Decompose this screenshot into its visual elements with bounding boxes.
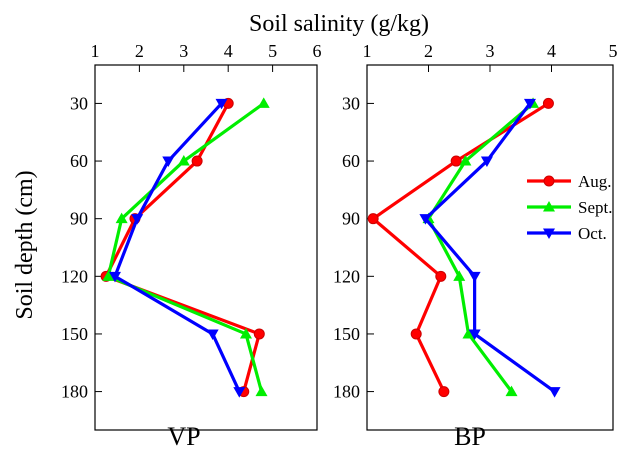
panel-vp-xtick-label: 5 (268, 41, 277, 61)
panel-vp-series-sept-point (115, 212, 128, 224)
panel-vp-ytick-label: 30 (70, 93, 88, 113)
panel-vp-series-sept-point (255, 385, 268, 397)
panel-bp: 1 2 3 4 5 30 60 90 120 150 180 BP (333, 41, 618, 451)
legend-aug-label: Aug. (578, 172, 612, 191)
panel-vp-series-sept-point (257, 97, 270, 108)
panel-bp-series (367, 97, 561, 398)
panel-vp-series-oct-point (233, 387, 246, 398)
panel-bp-series-sept-line (426, 102, 535, 393)
panel-bp-series-aug-line (371, 102, 550, 393)
panel-vp-series (100, 97, 270, 398)
panel-vp-ytick-label: 90 (70, 209, 88, 229)
panel-vp-ytick-label: 60 (70, 151, 88, 171)
panel-bp-xtick-label: 1 (363, 41, 372, 61)
panel-vp-series-aug-point (253, 328, 265, 340)
panel-vp-ytick-label: 150 (61, 324, 88, 344)
panel-vp-series-oct-line (113, 102, 241, 393)
panel-vp-xtick-label: 4 (224, 41, 233, 61)
panel-vp-xtick-label: 2 (135, 41, 144, 61)
legend-oct-marker (543, 228, 555, 239)
panel-vp-series-oct-point (215, 98, 228, 110)
legend-sept-label: Sept. (578, 198, 612, 217)
legend-aug-marker (543, 175, 555, 187)
panel-vp-label: VP (167, 422, 200, 451)
panel-bp-ytick-label: 120 (333, 266, 360, 286)
panel-vp-series-oct-point (162, 156, 175, 168)
panel-bp-series-oct-point (548, 387, 561, 398)
panel-vp-ytick-label: 180 (61, 382, 88, 402)
panel-bp-xtick-label: 4 (547, 41, 556, 61)
panel-bp-xtick-label: 2 (424, 41, 433, 61)
panel-bp-series-aug-point (367, 213, 379, 225)
panel-bp-series-oct-line (423, 102, 556, 393)
panel-bp-xtick-label: 5 (609, 41, 618, 61)
panel-bp-ytick-label: 90 (342, 209, 360, 229)
panel-vp-xtick-label: 6 (313, 41, 322, 61)
panel-vp: 1 2 3 4 5 6 30 60 90 120 150 180 VP (61, 41, 322, 451)
legend-oct-label: Oct. (578, 224, 607, 243)
panel-bp-ticks: 1 2 3 4 5 30 60 90 120 150 180 (333, 41, 618, 402)
panel-vp-series-oct-point (131, 214, 144, 225)
panel-vp-series-sept-point (239, 327, 252, 339)
panel-bp-series-oct-point (468, 271, 481, 283)
panel-bp-series-oct-point (480, 156, 493, 168)
panel-bp-series-sept-point (453, 270, 466, 281)
panel-vp-ytick-label: 120 (61, 266, 88, 286)
panel-vp-ticks: 1 2 3 4 5 6 30 60 90 120 150 180 (61, 41, 322, 402)
panel-bp-series-aug-point (435, 270, 447, 282)
panel-vp-series-oct-point (206, 329, 219, 340)
panel-vp-xtick-label: 1 (91, 41, 100, 61)
panel-bp-series-aug-point (450, 155, 462, 167)
x-axis-title: Soil salinity (g/kg) (249, 11, 429, 37)
panel-bp-label: BP (454, 422, 486, 451)
panel-vp-xtick-label: 3 (179, 41, 188, 61)
panel-vp-series-aug-point (191, 155, 203, 167)
panel-vp-series-oct-point (108, 271, 121, 283)
panel-bp-ytick-label: 60 (342, 151, 360, 171)
panel-bp-series-oct-point (523, 98, 536, 110)
panel-bp-series-oct-point (468, 329, 481, 340)
panel-bp-series-aug-point (438, 386, 450, 398)
panel-bp-series-aug-point (410, 328, 422, 340)
panel-bp-series-sept-point (505, 385, 518, 397)
panel-vp-series-sept-line (106, 102, 265, 392)
panel-bp-frame (366, 64, 614, 431)
panel-vp-series-aug-line (104, 102, 261, 392)
panel-vp-series-sept-point (177, 155, 190, 166)
panel-bp-ytick-label: 30 (342, 93, 360, 113)
legend: Aug. Sept. Oct. (527, 172, 612, 243)
y-axis-title: Soil depth (cm) (12, 170, 38, 319)
panel-bp-series-sept-point (462, 327, 475, 339)
panel-vp-frame (94, 64, 318, 431)
legend-sept-marker (543, 201, 555, 212)
panel-vp-series-sept-point (102, 270, 115, 281)
panel-bp-ytick-label: 180 (333, 382, 360, 402)
panel-bp-series-oct-point (419, 214, 432, 225)
panel-bp-ytick-label: 150 (333, 324, 360, 344)
panel-bp-series-sept-point (459, 155, 472, 166)
panel-bp-series-aug-point (542, 97, 554, 109)
panel-bp-xtick-label: 3 (486, 41, 495, 61)
